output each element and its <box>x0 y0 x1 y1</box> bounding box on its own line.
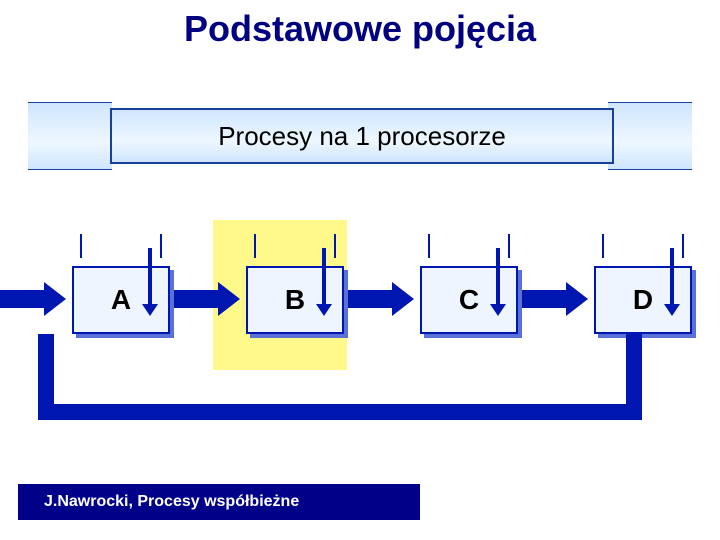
process-box-b: B <box>246 266 344 334</box>
tick-marks <box>422 234 516 258</box>
process-label: C <box>459 284 479 315</box>
process-box-a: A <box>72 266 170 334</box>
ribbon-left-notch <box>0 102 28 168</box>
flow-arrow <box>348 290 418 308</box>
tick-marks <box>248 234 342 258</box>
flow-arrow <box>522 290 592 308</box>
process-label: A <box>111 284 131 315</box>
ribbon-right-notch <box>692 102 720 168</box>
subtitle-text: Procesy na 1 procesorze <box>110 108 614 164</box>
tick-marks <box>74 234 168 258</box>
process-label: B <box>285 284 305 315</box>
tick-marks <box>596 234 690 258</box>
process-box-d: D <box>594 266 692 334</box>
process-box-c: C <box>420 266 518 334</box>
process-label: D <box>633 284 653 315</box>
process-diagram: A B C D <box>0 200 720 460</box>
lead-in-arrow <box>0 290 70 308</box>
footer-bar: J.Nawrocki, Procesy współbieżne <box>18 484 420 520</box>
page-title: Podstawowe pojęcia <box>0 8 720 50</box>
ribbon-left-tail <box>28 102 112 170</box>
ribbon-right-tail <box>608 102 692 170</box>
flow-arrow <box>174 290 244 308</box>
subtitle-ribbon: Procesy na 1 procesorze <box>0 98 720 172</box>
